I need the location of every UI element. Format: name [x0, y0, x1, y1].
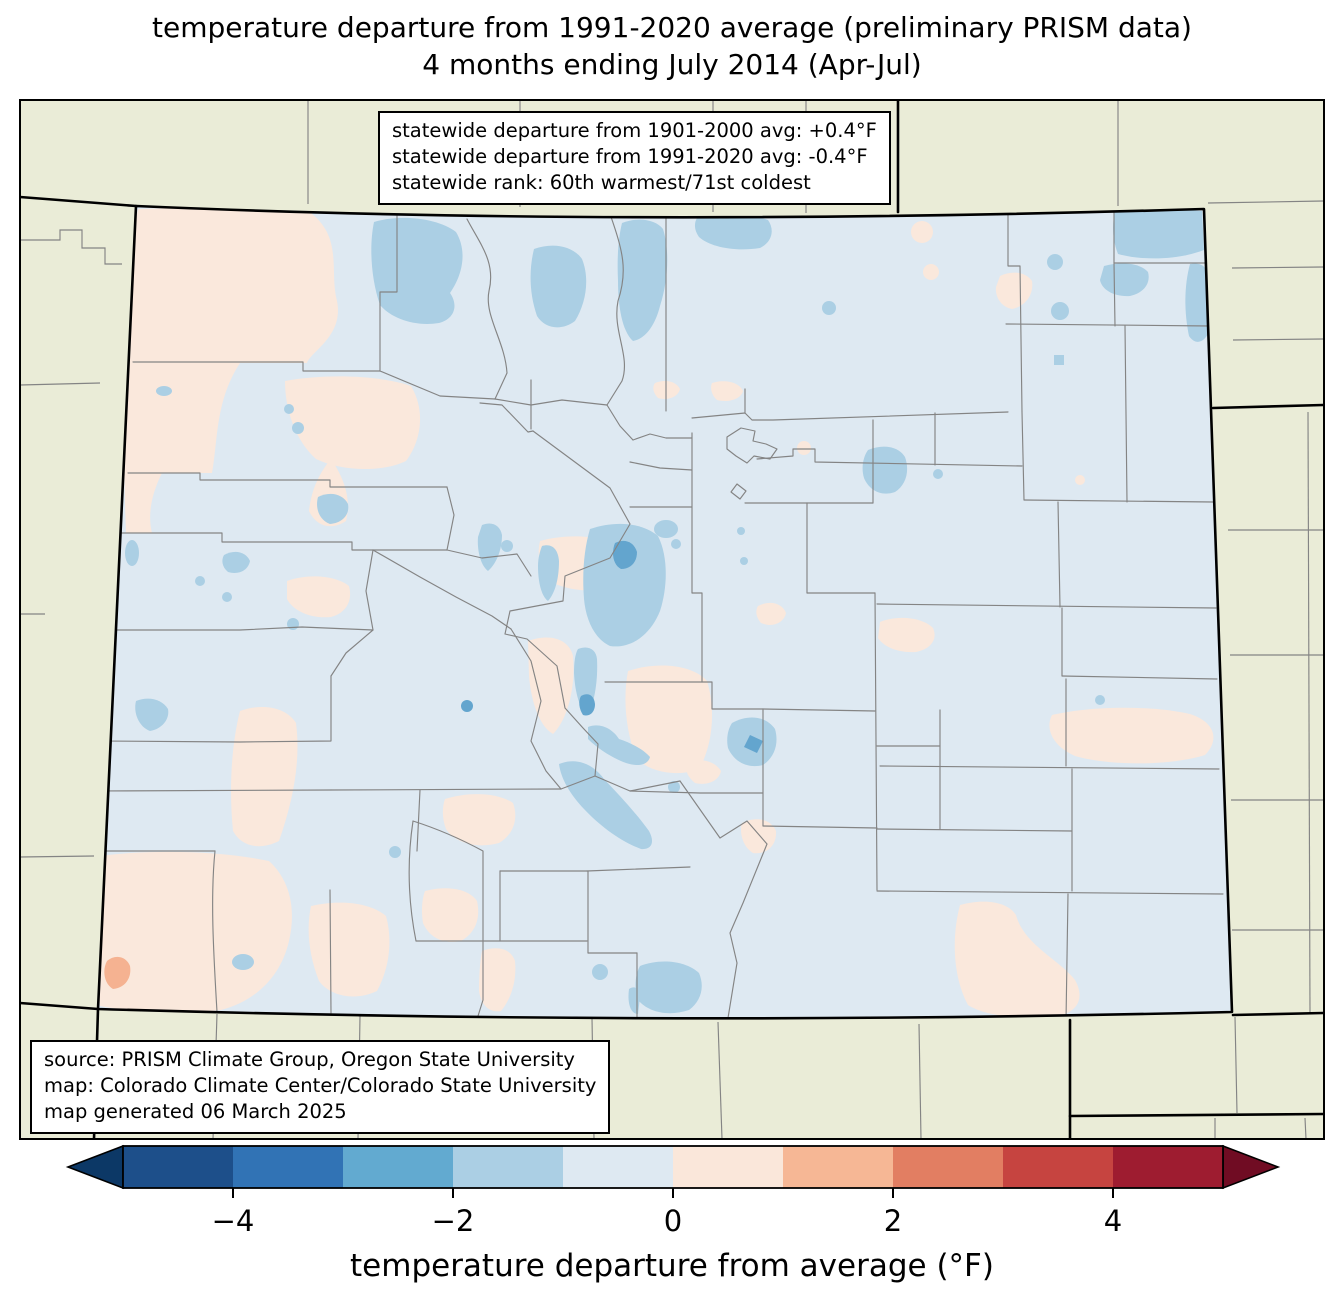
credits-line-3: map generated 06 March 2025: [44, 1099, 347, 1123]
colorado-state-border: [96, 204, 1234, 1020]
colorbar-tick-marks: [232, 1188, 1114, 1198]
county-boundaries: [98, 210, 1224, 1019]
colorbar-under-arrow: [65, 1144, 124, 1190]
colorbar-tick-label: 0: [664, 1204, 682, 1238]
colorbar-tick-label: 2: [884, 1204, 902, 1238]
map-frame: [19, 99, 1325, 1140]
colorbar-tick-label: −4: [212, 1204, 255, 1238]
credits-line-2: map: Colorado Climate Center/Colorado St…: [44, 1073, 597, 1097]
page-title: temperature departure from 1991-2020 ave…: [0, 10, 1344, 84]
credits-line-1: source: PRISM Climate Group, Oregon Stat…: [44, 1048, 575, 1071]
colorbar-tick-label: 4: [1104, 1204, 1122, 1238]
colorbar-over-arrow: [1222, 1144, 1281, 1190]
source-credits-box: source: PRISM Climate Group, Oregon Stat…: [30, 1040, 611, 1134]
colorbar-axis-label: temperature departure from average (°F): [350, 1248, 994, 1284]
stats-line-1: statewide departure from 1901-2000 avg: …: [392, 119, 877, 142]
title-line-1: temperature departure from 1991-2020 ave…: [152, 11, 1192, 44]
stats-line-3: statewide rank: 60th warmest/71st coldes…: [392, 170, 811, 194]
stats-line-2: statewide departure from 1991-2020 avg: …: [392, 144, 868, 168]
title-line-2: 4 months ending July 2014 (Apr-Jul): [422, 47, 922, 81]
temperature-anomaly-blobs: [98, 207, 1214, 1018]
colorbar-tick-label: −2: [432, 1204, 475, 1238]
neighbor-state-borders: [20, 100, 1324, 1139]
statewide-stats-box: statewide departure from 1901-2000 avg: …: [378, 111, 891, 205]
colorbar: −4 −2 0 2 4 temperature departure from a…: [65, 1144, 1281, 1284]
colorbar-segments: [123, 1146, 1223, 1188]
